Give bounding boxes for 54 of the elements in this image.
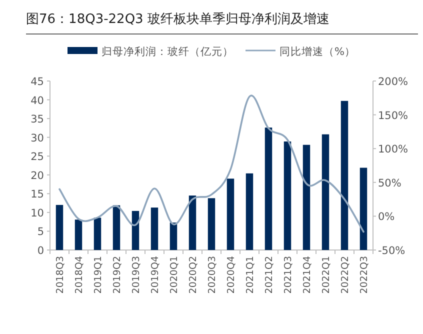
x-tick-label: 2020Q2 [188, 256, 199, 294]
y2-tick-label: 100% [378, 144, 408, 156]
bar [74, 220, 82, 250]
bar [150, 208, 158, 250]
x-tick-label: 2019Q1 [93, 256, 104, 294]
x-tick-label: 2021Q2 [264, 256, 275, 294]
y-tick-label: 45 [30, 76, 44, 88]
x-tick-label: 2021Q3 [283, 256, 294, 294]
y-tick-label: 35 [30, 114, 44, 126]
x-tick-label: 2022Q1 [321, 256, 332, 294]
x-tick-label: 2021Q4 [302, 256, 313, 294]
y2-tick-label: 200% [378, 76, 408, 88]
x-tick-label: 2022Q3 [359, 256, 370, 294]
y-tick-label: 20 [30, 170, 44, 182]
x-tick-label: 2020Q4 [226, 256, 237, 294]
bar [246, 173, 254, 250]
y-tick-label: 10 [30, 207, 44, 220]
bar [56, 204, 64, 250]
x-tick-label: 2018Q4 [74, 256, 85, 294]
chart-title: 图76：18Q3-22Q3 玻纤板块单季归母净利润及增速 [26, 12, 330, 27]
y-tick-label: 30 [30, 132, 44, 144]
bar [226, 178, 234, 250]
bar [170, 222, 178, 250]
x-tick-label: 2022Q2 [340, 256, 351, 294]
bar [208, 198, 216, 250]
bar [284, 141, 292, 250]
bar [112, 205, 120, 250]
bar [302, 144, 310, 250]
bar [322, 134, 330, 250]
y-tick-label: 5 [37, 226, 44, 238]
x-tick-label: 2020Q3 [207, 256, 218, 294]
legend-label: 归母净利润：玻纤（亿元） [102, 45, 234, 58]
legend-label: 同比增速（%） [280, 45, 356, 58]
y-tick-label: 25 [30, 151, 44, 164]
bar [340, 100, 348, 250]
y2-tick-label: 150% [378, 110, 408, 122]
x-tick-label: 2019Q4 [150, 256, 161, 294]
x-tick-label: 2020Q1 [169, 256, 180, 294]
x-tick-label: 2018Q3 [55, 256, 66, 294]
bar [360, 168, 368, 250]
y2-tick-label: 0% [378, 211, 395, 224]
x-tick-label: 2019Q2 [112, 256, 123, 294]
bar [94, 218, 102, 250]
y2-tick-label: 50% [378, 177, 402, 190]
bar [132, 210, 140, 250]
line-series [58, 95, 364, 233]
x-tick-label: 2021Q1 [245, 256, 256, 294]
bar [264, 128, 272, 250]
y-tick-label: 40 [30, 94, 44, 107]
bar [188, 196, 196, 250]
y-tick-label: 0 [37, 245, 44, 257]
x-tick-label: 2019Q3 [131, 256, 142, 294]
y-tick-label: 15 [30, 188, 44, 201]
y2-tick-label: -50% [378, 245, 406, 257]
